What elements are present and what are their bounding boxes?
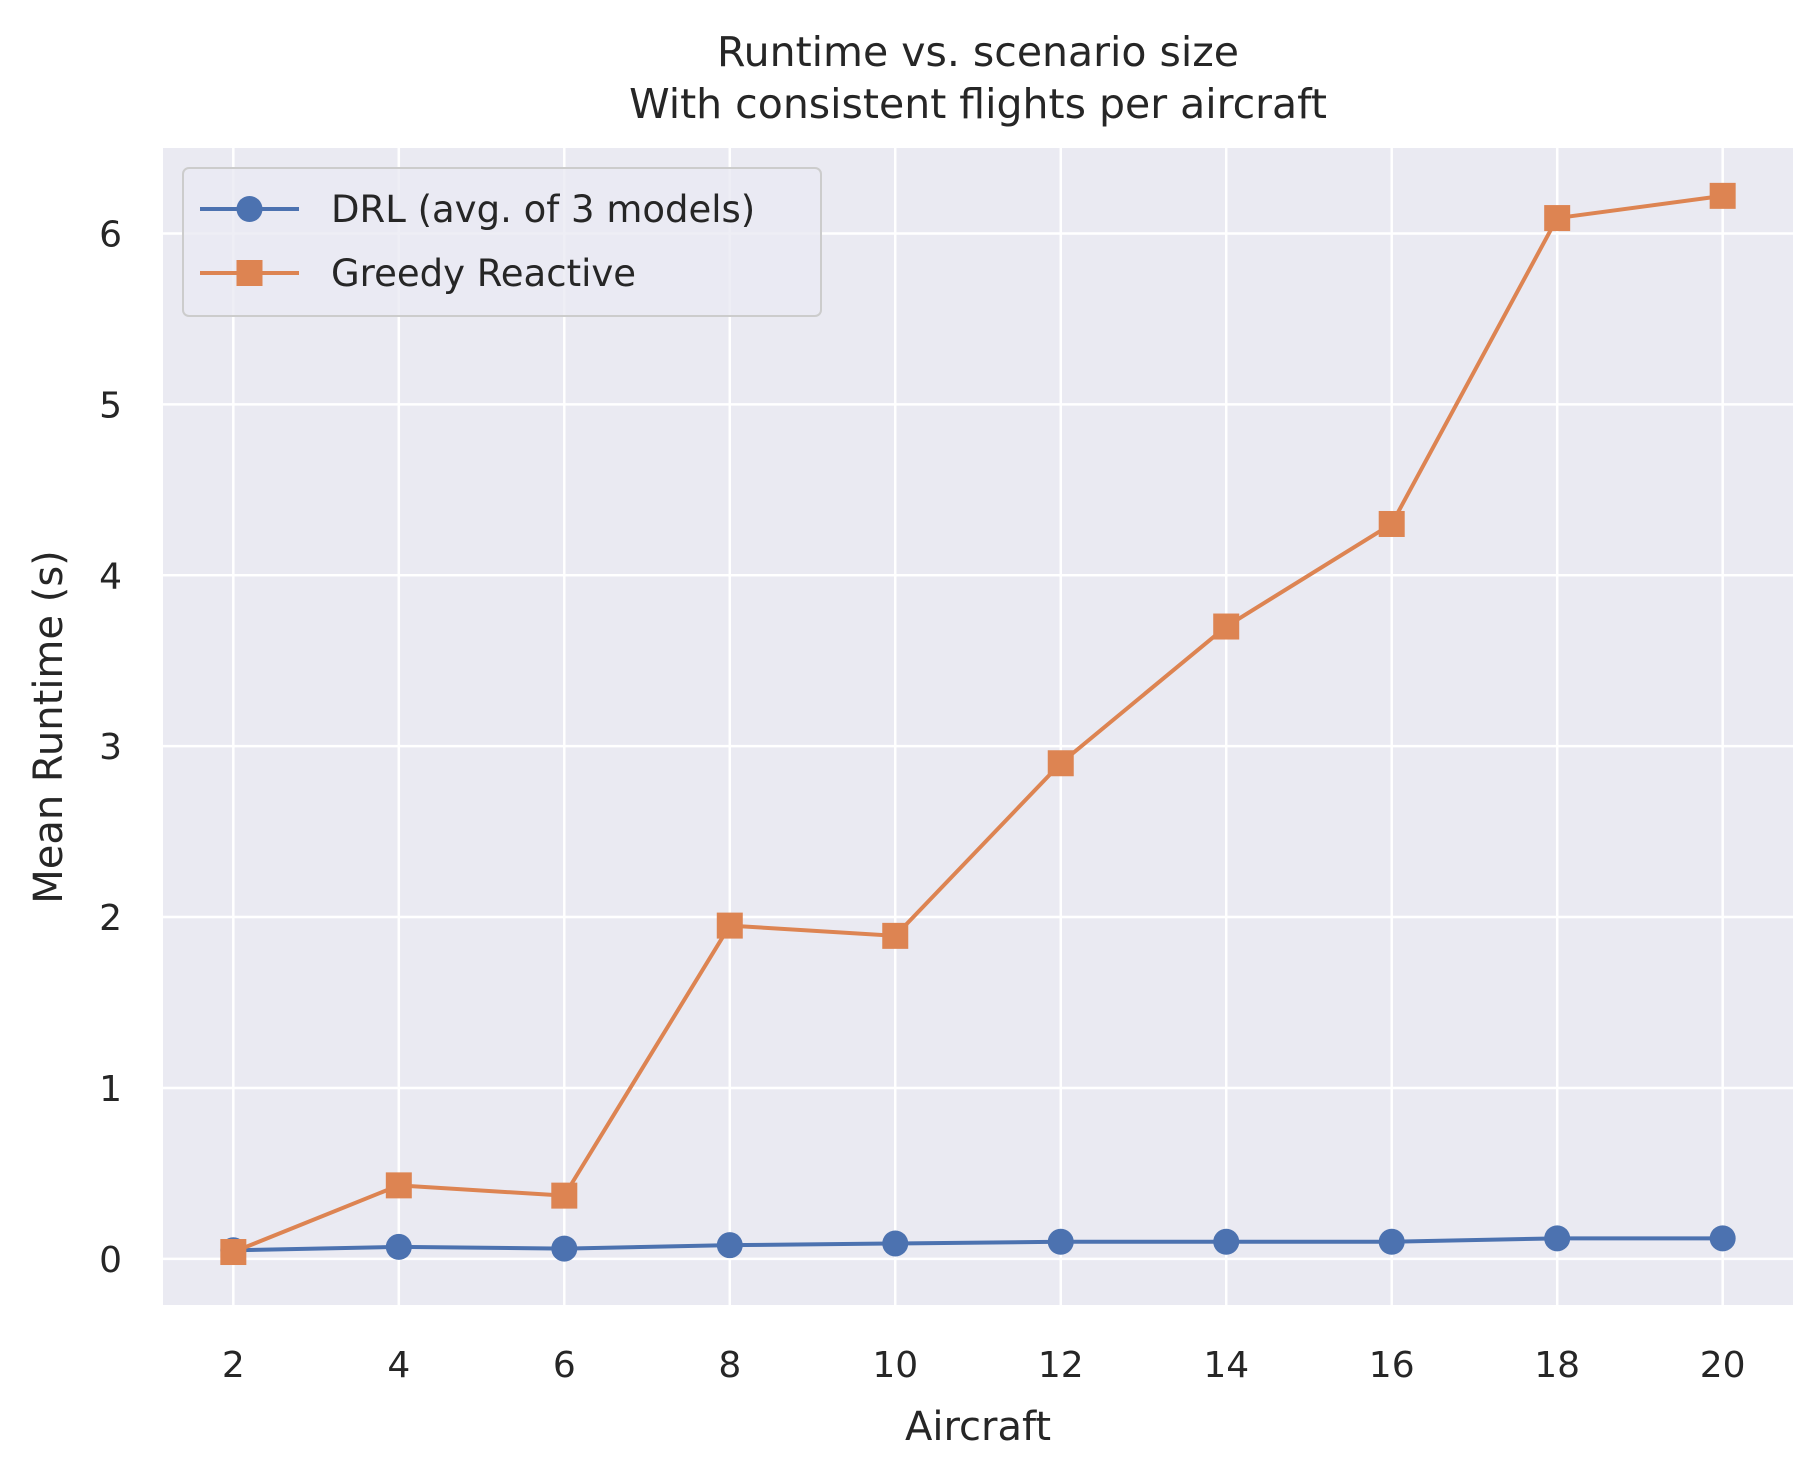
- y-tick-label: 1: [99, 1069, 122, 1110]
- legend-label-greedy: Greedy Reactive: [331, 252, 636, 295]
- y-tick-labels: 0 1 2 3 4 5 6: [99, 214, 122, 1280]
- chart-subtitle: With consistent flights per aircraft: [629, 80, 1327, 128]
- chart-title: Runtime vs. scenario size: [717, 28, 1239, 76]
- x-tick-label: 12: [1038, 1345, 1084, 1386]
- y-tick-label: 2: [99, 898, 122, 939]
- y-tick-label: 5: [99, 385, 122, 426]
- data-point-drl: [551, 1235, 578, 1262]
- data-point-greedy: [220, 1239, 247, 1266]
- data-point-drl: [1544, 1225, 1571, 1252]
- legend-label-drl: DRL (avg. of 3 models): [331, 188, 755, 231]
- data-point-greedy: [1378, 510, 1405, 537]
- legend: DRL (avg. of 3 models) Greedy Reactive: [182, 167, 822, 317]
- data-point-greedy: [1709, 182, 1736, 209]
- x-tick-label: 16: [1369, 1345, 1415, 1386]
- data-point-greedy: [1544, 205, 1571, 232]
- data-point-drl: [1047, 1228, 1074, 1255]
- x-tick-label: 4: [387, 1345, 410, 1386]
- y-tick-label: 6: [99, 214, 122, 255]
- data-point-drl: [716, 1232, 743, 1259]
- legend-marker-drl: [236, 196, 263, 222]
- grid-lines: [163, 148, 1793, 1305]
- series-line-drl: [233, 1236, 1723, 1253]
- y-tick-label: 0: [99, 1240, 122, 1281]
- data-point-greedy: [1047, 750, 1074, 777]
- y-tick-label: 3: [99, 727, 122, 768]
- legend-marker-greedy: [236, 260, 263, 286]
- data-point-greedy: [551, 1182, 578, 1209]
- data-point-drl: [882, 1230, 909, 1257]
- series-layer: [220, 182, 1736, 1266]
- data-point-greedy: [716, 912, 743, 939]
- plot-area: [163, 148, 1793, 1305]
- legend-box: [182, 167, 822, 317]
- series-line-greedy: [232, 193, 1723, 1254]
- x-tick-label: 2: [222, 1345, 245, 1386]
- y-tick-label: 4: [99, 556, 122, 597]
- data-point-greedy: [1213, 613, 1240, 640]
- x-tick-labels: 2 4 6 8 10 12 14 16 18 20: [222, 1345, 1746, 1386]
- data-point-drl: [1709, 1225, 1736, 1252]
- x-tick-label: 14: [1203, 1345, 1249, 1386]
- y-axis-label: Mean Runtime (s): [26, 550, 72, 904]
- data-point-greedy: [385, 1172, 412, 1199]
- data-point-drl: [1213, 1228, 1240, 1255]
- x-axis-label: Aircraft: [905, 1404, 1051, 1450]
- x-tick-label: 18: [1534, 1345, 1580, 1386]
- data-point-greedy: [882, 922, 909, 949]
- data-point-drl: [385, 1233, 412, 1260]
- data-point-drl: [1378, 1228, 1405, 1255]
- x-tick-label: 10: [872, 1345, 918, 1386]
- x-tick-label: 20: [1700, 1345, 1746, 1386]
- x-tick-label: 6: [553, 1345, 576, 1386]
- x-tick-label: 8: [718, 1345, 741, 1386]
